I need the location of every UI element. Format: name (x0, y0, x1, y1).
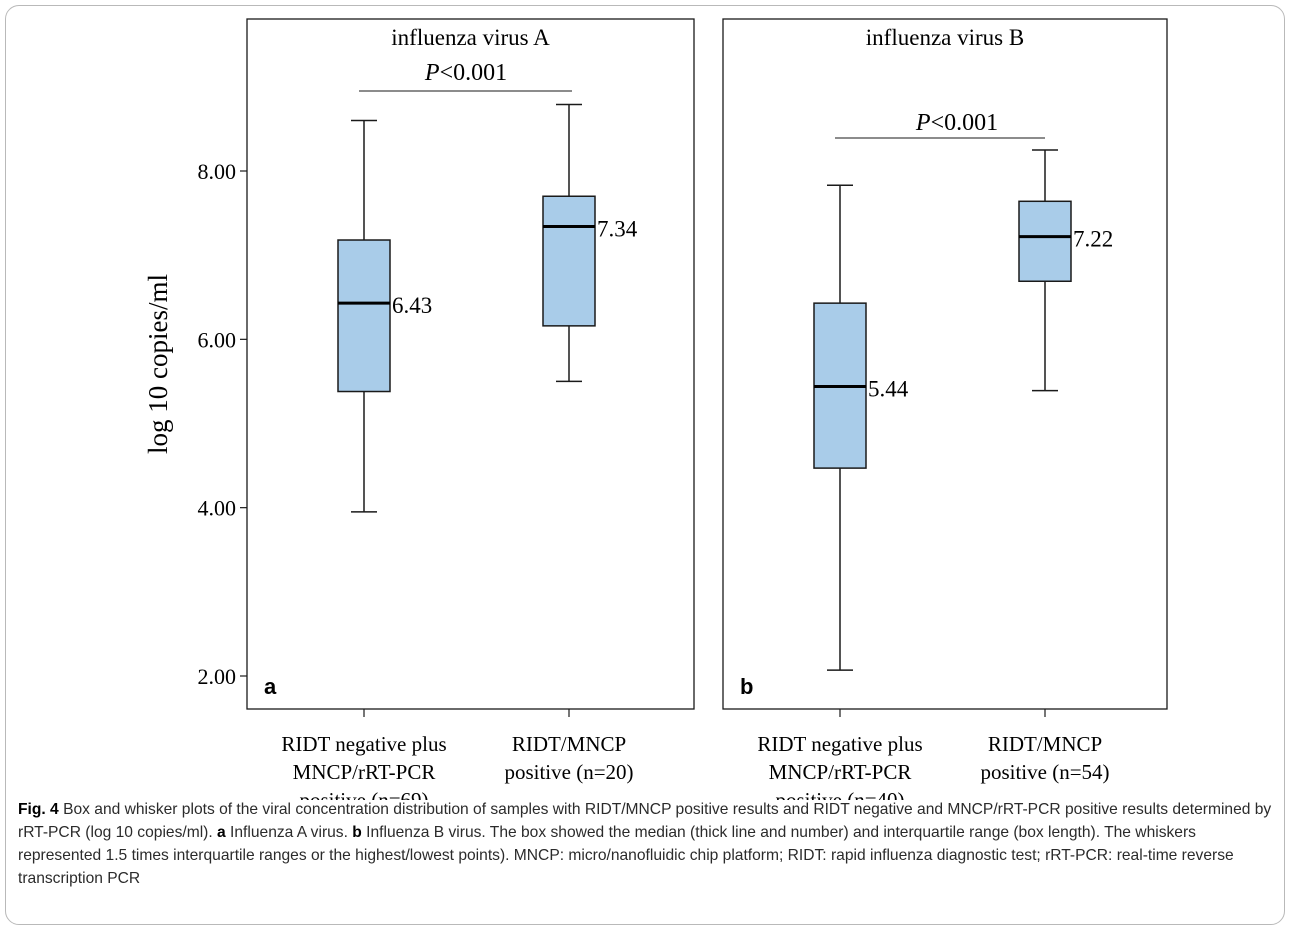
median-label: 6.43 (392, 293, 432, 318)
iqr-box (1018, 200, 1072, 283)
significance-label: P<0.001 (915, 110, 998, 136)
panel-title: influenza virus B (866, 25, 1024, 50)
box-1: 5.44 RIDT negative plus MNCP/rRT-PCR positi… (757, 184, 923, 800)
significance-label: P<0.001 (424, 60, 507, 86)
panel-letter: b (740, 674, 753, 699)
significance-value: <0.001 (931, 110, 999, 136)
x-category-label: positive (n=40) (775, 788, 904, 800)
x-category-label: RIDT/MNCP (988, 732, 1102, 756)
significance-p: P (915, 110, 931, 136)
significance-value: <0.001 (440, 60, 508, 86)
panel-title: influenza virus A (391, 25, 550, 50)
plot-area (246, 18, 695, 710)
x-category-label: positive (n=20) (504, 760, 633, 784)
median-label: 7.34 (597, 217, 638, 242)
iqr-box (337, 239, 391, 393)
panel-a: influenza virus A a P<0.001 6.43 RIDT negati… (246, 18, 695, 800)
y-tick-label: 6.00 (198, 327, 237, 352)
y-axis-label: log 10 copies/ml (143, 274, 173, 454)
caption-b-label: b (352, 824, 362, 841)
box-2: 7.34 RIDT/MNCP positive (n=20) (504, 103, 638, 784)
box-2: 7.22 RIDT/MNCP positive (n=54) (980, 149, 1113, 784)
x-category-label: RIDT/MNCP (512, 732, 626, 756)
median-label: 7.22 (1073, 227, 1113, 252)
significance-p: P (424, 60, 440, 86)
x-category-label: positive (n=54) (980, 760, 1109, 784)
y-tick-label: 8.00 (198, 159, 237, 184)
panel-letter: a (264, 674, 277, 699)
median-label: 5.44 (868, 376, 909, 401)
x-category-label: RIDT negative plus (281, 732, 446, 756)
plot-area (722, 18, 1168, 710)
y-tick-label: 4.00 (198, 496, 237, 521)
x-category-label: positive (n=69) (299, 788, 428, 800)
panel-b: influenza virus B b P<0.001 5.44 RIDT negati… (722, 18, 1168, 800)
caption-fig-label: Fig. 4 (18, 801, 59, 818)
iqr-box (542, 195, 596, 327)
x-category-label: MNCP/rRT-PCR (293, 760, 436, 784)
x-category-label: MNCP/rRT-PCR (769, 760, 912, 784)
x-category-label: RIDT negative plus (757, 732, 922, 756)
box-plot-figure: log 10 copies/ml 2.00 4.00 6.00 8.00 influenz… (143, 18, 1168, 800)
caption-text-1: Box and whisker plots of the viral conce… (18, 801, 1272, 841)
caption-a-label: a (217, 824, 226, 841)
caption-text-3: Influenza B virus. The box showed the me… (18, 824, 1234, 887)
y-tick-label: 2.00 (198, 664, 237, 689)
figure-frame (5, 5, 1285, 925)
caption-text-2: Influenza A virus. (225, 824, 353, 841)
box-1: 6.43 RIDT negative plus MNCP/rRT-PCR positi… (281, 119, 447, 800)
figure-caption: Fig. 4 Box and whisker plots of the vira… (18, 798, 1273, 890)
